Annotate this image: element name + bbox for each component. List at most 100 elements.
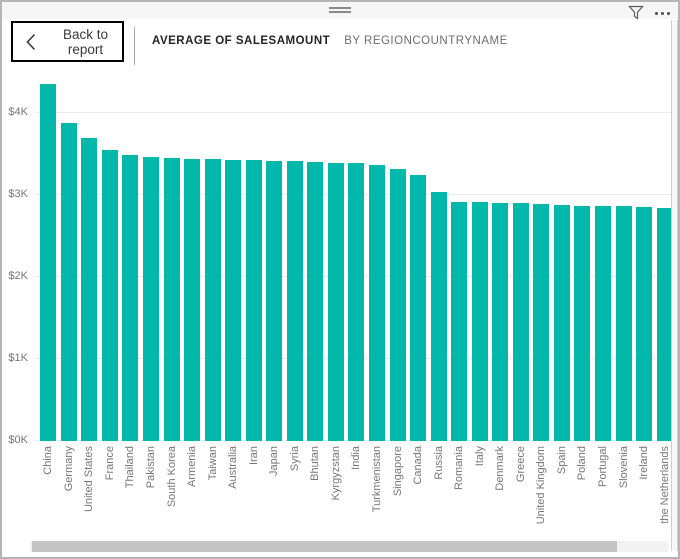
x-axis-label: Romania	[453, 446, 466, 491]
x-axis-label-holder: Germany	[59, 441, 80, 551]
x-axis-label: Turkmenistan	[371, 446, 384, 513]
more-options-button[interactable]	[653, 8, 672, 19]
bar[interactable]	[451, 202, 468, 441]
bar-slot: Germany	[59, 65, 80, 491]
x-axis-label: Japan	[268, 446, 281, 476]
bar-slot: India	[346, 65, 367, 470]
x-axis-label-holder: Singapore	[387, 441, 408, 551]
bar-slot: Italy	[469, 65, 490, 466]
horizontal-scrollbar-thumb[interactable]	[32, 541, 617, 552]
x-axis-label-holder: Syria	[285, 441, 306, 551]
bar[interactable]	[430, 192, 447, 441]
x-axis-label: Thailand	[124, 446, 137, 489]
bar[interactable]	[533, 204, 550, 441]
bar-slot: Turkmenistan	[367, 65, 388, 512]
ellipsis-dot	[661, 11, 664, 15]
x-axis-label: Poland	[576, 446, 589, 481]
bar-slot: Syria	[285, 65, 306, 471]
ellipsis-dot	[655, 11, 658, 15]
bar[interactable]	[101, 150, 118, 441]
bar[interactable]	[81, 138, 98, 441]
x-axis-label-holder: Poland	[572, 441, 593, 551]
x-axis-label: United States	[83, 446, 96, 513]
x-axis-label: Taiwan	[206, 446, 219, 481]
back-to-report-button[interactable]: Back to report	[11, 21, 124, 62]
bar[interactable]	[410, 175, 427, 441]
bar[interactable]	[492, 203, 509, 441]
bar[interactable]	[204, 159, 221, 441]
bar-slot: Armenia	[182, 65, 203, 487]
bar-slot: Kyrgyzstan	[326, 65, 347, 500]
bar[interactable]	[327, 163, 344, 441]
x-axis-label: Denmark	[494, 446, 507, 491]
bar[interactable]	[245, 160, 262, 441]
bar-slot: Singapore	[387, 65, 408, 496]
horizontal-scrollbar[interactable]	[30, 541, 668, 552]
bar-slot: China	[38, 65, 59, 475]
bar[interactable]	[656, 208, 673, 441]
x-axis-label-holder: Turkmenistan	[367, 441, 388, 551]
bar-slot: Japan	[264, 65, 285, 476]
x-axis-label-holder: Romania	[449, 441, 470, 551]
x-axis-label: Pakistan	[145, 446, 157, 489]
bar[interactable]	[225, 160, 242, 441]
y-axis-tick-label: $2K	[8, 270, 28, 282]
bar[interactable]	[143, 157, 159, 441]
visual-title: AVERAGE OF SALESAMOUNT BY REGIONCOUNTRYN…	[152, 2, 508, 65]
x-axis-label-holder: Portugal	[593, 441, 614, 551]
y-axis-tick-label: $0K	[8, 434, 28, 446]
bar[interactable]	[60, 123, 77, 441]
bar[interactable]	[553, 205, 570, 441]
bar-slot: Taiwan	[202, 65, 223, 480]
bar[interactable]	[471, 202, 488, 441]
x-axis-label: Australia	[227, 446, 240, 489]
bar[interactable]	[348, 163, 365, 441]
y-axis-tick-label: $1K	[8, 352, 28, 364]
filter-icon[interactable]	[627, 4, 645, 22]
x-axis-label: Germany	[62, 446, 75, 492]
bar[interactable]	[574, 206, 591, 441]
bar[interactable]	[40, 84, 57, 441]
bar[interactable]	[389, 169, 406, 441]
bar[interactable]	[307, 162, 324, 441]
bar[interactable]	[512, 203, 529, 441]
x-axis-label-holder: Iran	[243, 441, 264, 551]
x-axis-label-holder: Bhutan	[305, 441, 326, 551]
x-axis-label: Iran	[247, 446, 260, 465]
gridline	[35, 112, 671, 113]
bar[interactable]	[266, 161, 283, 441]
vertical-scrollbar[interactable]	[671, 20, 678, 551]
bar[interactable]	[369, 165, 386, 441]
drag-handle-line	[329, 11, 351, 13]
x-axis-label: Spain	[555, 446, 568, 475]
x-axis-label-holder: United States	[79, 441, 100, 551]
bar[interactable]	[286, 161, 303, 441]
bar-slot: Spain	[552, 65, 573, 474]
drag-handle-icon[interactable]	[329, 7, 351, 15]
bar-slot: Bhutan	[305, 65, 326, 481]
bar[interactable]	[615, 206, 632, 441]
bar[interactable]	[163, 158, 180, 441]
bar[interactable]	[636, 207, 653, 441]
x-axis-label: Kyrgyzstan	[329, 446, 342, 501]
bar-slot: France	[100, 65, 121, 480]
ellipsis-dot	[667, 11, 670, 15]
x-axis-label: South Korea	[165, 446, 178, 508]
x-axis-label: Italy	[473, 446, 486, 467]
bar-slot: United Kingdom	[531, 65, 552, 524]
x-axis-label: Syria	[288, 446, 301, 472]
bar[interactable]	[122, 155, 139, 441]
topbar	[2, 2, 678, 22]
bar[interactable]	[595, 206, 612, 441]
x-axis-label-holder: Taiwan	[202, 441, 223, 551]
x-axis-label: United Kingdom	[535, 446, 548, 525]
x-axis-label-holder: South Korea	[161, 441, 182, 551]
x-axis-label: China	[42, 446, 55, 475]
x-axis-label: Greece	[514, 446, 527, 483]
x-axis-label-holder: Canada	[408, 441, 429, 551]
bar-slot: Thailand	[120, 65, 141, 488]
bar-slot: Slovenia	[613, 65, 634, 488]
bar[interactable]	[184, 159, 201, 441]
back-chevron-icon	[26, 33, 36, 51]
